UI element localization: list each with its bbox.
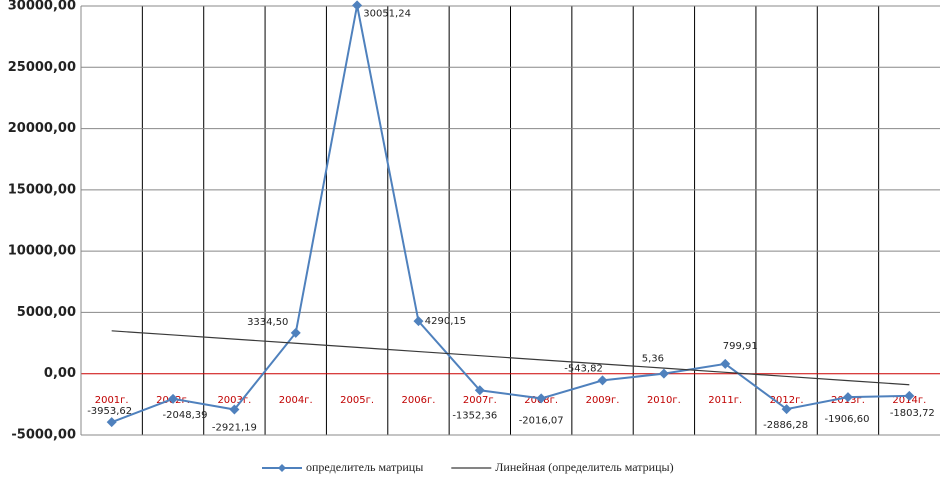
data-label: -2921,19 — [212, 423, 257, 434]
point-marker — [290, 327, 301, 338]
point-marker — [536, 393, 547, 404]
data-label: -543,82 — [564, 363, 603, 374]
y-tick-label: 0,00 — [44, 366, 76, 381]
x-tick-label: 2004г. — [279, 395, 313, 406]
point-marker — [474, 385, 485, 396]
x-tick-label: 2005г. — [340, 395, 374, 406]
point-marker — [781, 404, 792, 415]
point-marker — [168, 393, 179, 404]
x-tick-label: 2007г. — [463, 395, 497, 406]
point-marker — [229, 404, 240, 415]
legend-label: определитель матрицы — [306, 460, 423, 474]
data-label: -1352,36 — [452, 410, 497, 421]
y-tick-label: 5000,00 — [17, 305, 76, 320]
x-tick-label: 2009г. — [586, 395, 620, 406]
x-tick-label: 2012г. — [770, 395, 804, 406]
legend-marker — [278, 464, 286, 472]
point-marker — [658, 368, 669, 379]
x-tick-label: 2011г. — [708, 395, 742, 406]
point-marker — [904, 390, 915, 401]
point-marker — [720, 358, 731, 369]
point-marker — [842, 392, 853, 403]
data-label: -2016,07 — [519, 415, 564, 426]
data-label: 30051,24 — [363, 8, 411, 19]
legend-label: Линейная (определитель матрицы) — [495, 460, 673, 474]
data-label: -1906,60 — [824, 414, 869, 425]
data-label: 3334,50 — [247, 317, 288, 328]
y-tick-label: 10000,00 — [8, 244, 76, 259]
point-marker — [597, 375, 608, 386]
point-marker — [106, 417, 117, 428]
x-tick-label: 2006г. — [402, 395, 436, 406]
y-tick-label: 20000,00 — [8, 121, 76, 136]
y-tick-label: 25000,00 — [8, 60, 76, 75]
y-tick-label: 15000,00 — [8, 182, 76, 197]
data-label: 4290,15 — [425, 316, 466, 327]
data-label: 5,36 — [642, 354, 664, 365]
x-tick-label: 2003г. — [217, 395, 251, 406]
point-marker — [352, 0, 363, 11]
series-line — [111, 5, 910, 424]
data-label: -3953,62 — [87, 406, 132, 417]
y-tick-label: 30000,00 — [8, 0, 76, 14]
x-tick-label: 2010г. — [647, 395, 681, 406]
trend-line — [111, 330, 910, 386]
data-label: 799,91 — [723, 341, 758, 352]
point-marker — [413, 316, 424, 327]
x-tick-label: 2001г. — [95, 395, 129, 406]
data-label: -1803,72 — [890, 408, 935, 419]
y-tick-label: -5000,00 — [11, 428, 76, 443]
data-label: -2886,28 — [763, 420, 808, 431]
data-label: -2048,39 — [163, 410, 208, 421]
